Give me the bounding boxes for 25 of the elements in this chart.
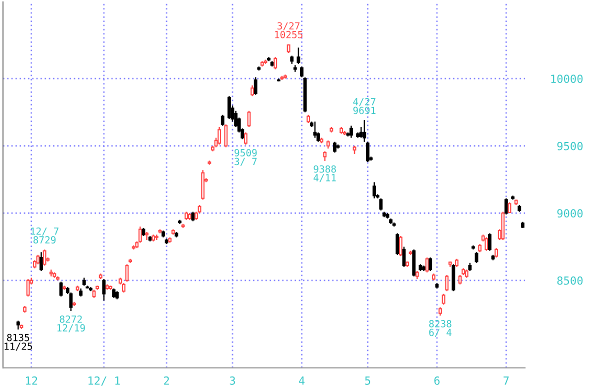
- y-tick-label: 9000: [557, 209, 583, 218]
- annotation: 8238 6/ 4: [429, 320, 452, 337]
- annotation: 12/ 7 8729: [31, 227, 58, 244]
- x-tick-label: 4: [298, 376, 305, 385]
- candlestick: [49, 269, 53, 277]
- y-tick-label: 9500: [557, 142, 583, 150]
- candlestick: [293, 64, 297, 73]
- annotation: 9388 4/11: [314, 165, 336, 182]
- y-tick-label: 10000: [551, 74, 583, 84]
- x-tick-label: 12/ 1: [88, 376, 120, 386]
- x-tick-label: 12: [26, 376, 38, 385]
- candlestick: [154, 234, 158, 241]
- annotation: 8135 11/25: [4, 334, 32, 351]
- annotation: 4/27 9691: [353, 98, 376, 114]
- annotation: 9509 3/ 7: [234, 149, 257, 166]
- y-tick-label: 8500: [557, 276, 583, 285]
- x-tick-label: 2: [164, 376, 169, 385]
- x-tick-label: 7: [504, 376, 509, 385]
- candlestick: [350, 125, 353, 138]
- x-tick-label: 6: [434, 376, 440, 385]
- candlestick: [372, 182, 376, 199]
- x-tick-label: 3: [230, 376, 236, 385]
- x-tick-label: 5: [365, 376, 370, 385]
- annotation: 8272 12/19: [57, 315, 85, 332]
- annotation: 3/27 10255: [275, 22, 302, 38]
